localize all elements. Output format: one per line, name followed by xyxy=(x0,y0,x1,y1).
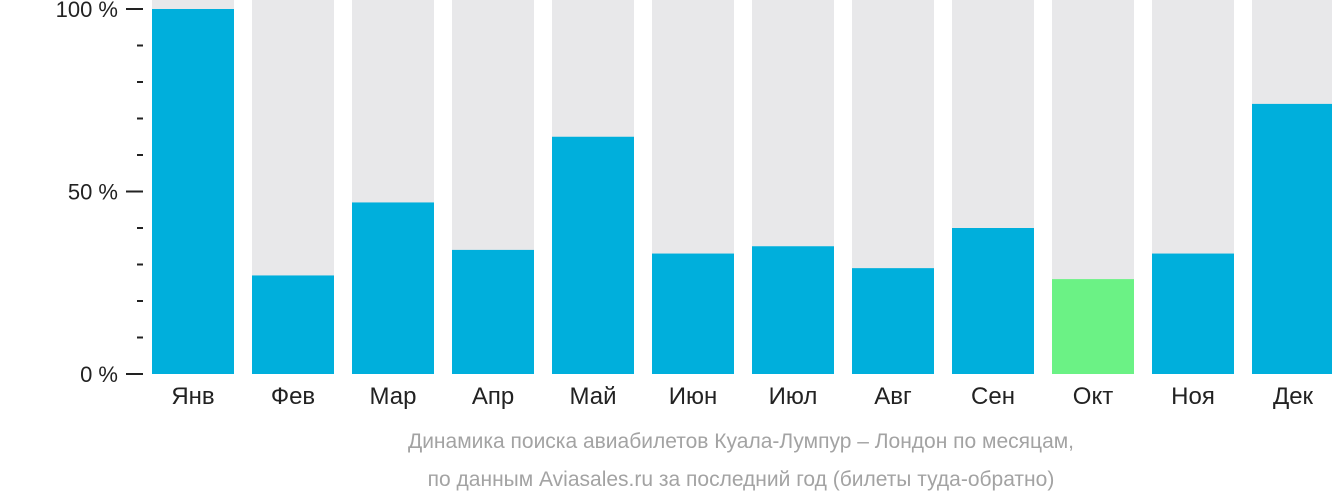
bar-2 xyxy=(252,275,334,374)
bar-5 xyxy=(552,136,634,374)
bar-9 xyxy=(952,228,1034,374)
x-tick-label: Апр xyxy=(472,383,514,410)
x-tick-label: Июл xyxy=(769,383,818,410)
bar-4 xyxy=(452,249,534,374)
chart-caption-line-2: по данным Aviasales.ru за последний год … xyxy=(427,468,1055,491)
x-tick-label: Дек xyxy=(1273,383,1314,410)
x-tick-label: Авг xyxy=(874,383,912,410)
x-tick-label: Сен xyxy=(971,383,1015,410)
bar-8 xyxy=(852,268,934,374)
chart-caption-line-1: Динамика поиска авиабилетов Куала-Лумпур… xyxy=(407,430,1075,453)
x-tick-label: Фев xyxy=(271,383,315,410)
bar-1 xyxy=(152,9,234,374)
bar-6 xyxy=(652,253,734,374)
x-tick-label: Ноя xyxy=(1171,383,1215,410)
x-tick-label: Мар xyxy=(370,383,417,410)
x-tick-label: Июн xyxy=(669,383,718,410)
x-tick-label: Май xyxy=(569,383,616,410)
bar-10 xyxy=(1052,279,1134,374)
y-tick-label: 0 % xyxy=(80,362,118,387)
bar-11 xyxy=(1152,253,1234,374)
x-tick-label: Янв xyxy=(171,383,214,410)
y-tick-label: 100 % xyxy=(56,0,118,22)
bar-chart: Янв Фев Мар Апр Май Июн Июл Авг Сен Окт Ноя Дек 0 % 5… xyxy=(56,0,1332,410)
bar-7 xyxy=(752,246,834,374)
y-tick-label: 50 % xyxy=(68,180,118,205)
bar-12 xyxy=(1252,103,1332,375)
x-tick-label: Окт xyxy=(1073,383,1113,410)
bar-3 xyxy=(352,202,434,374)
